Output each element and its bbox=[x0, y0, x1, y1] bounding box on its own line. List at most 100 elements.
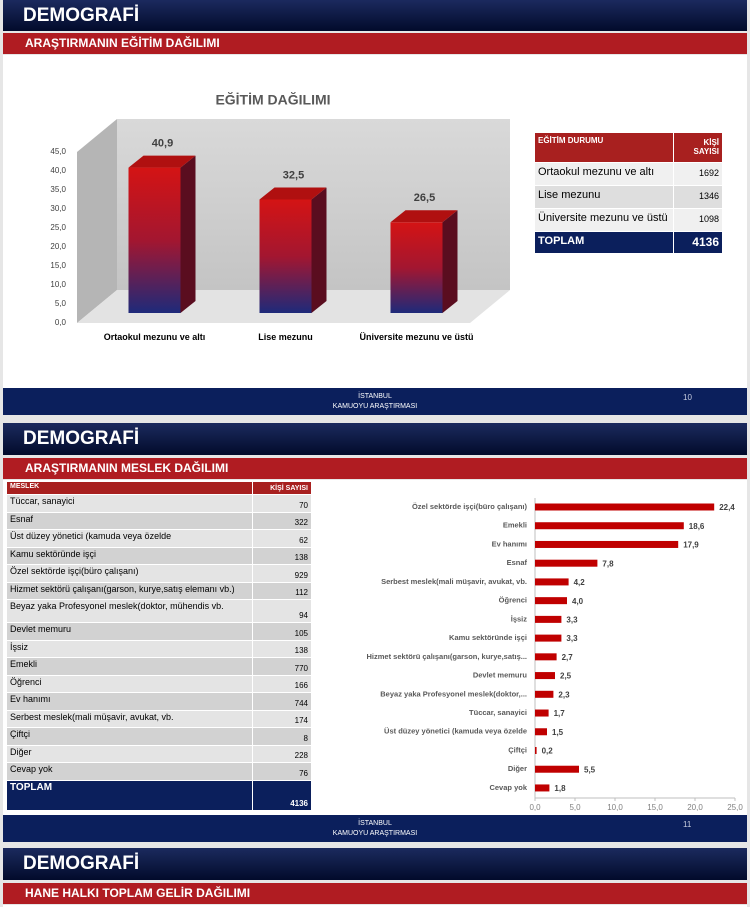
bar bbox=[390, 222, 443, 313]
bar bbox=[535, 672, 555, 680]
table-total: TOPLAM bbox=[535, 232, 673, 254]
table-row: Tüccar, sanayici bbox=[7, 495, 252, 513]
footer-line: KAMUOYU ARAŞTIRMASI bbox=[332, 403, 418, 410]
footer-line: İSTANBUL bbox=[358, 820, 392, 827]
table-row: 744 bbox=[252, 693, 311, 711]
table-row: 929 bbox=[252, 565, 311, 583]
table-row: Ortaokul mezunu ve altı bbox=[535, 163, 673, 186]
bar bbox=[535, 728, 547, 736]
category-label: Diğer bbox=[508, 764, 527, 773]
category-label: Çiftçi bbox=[508, 745, 527, 754]
value-label: 17,9 bbox=[683, 541, 699, 550]
bar bbox=[535, 522, 684, 530]
category-label: Özel sektörde işçi(büro çalışanı) bbox=[412, 502, 528, 511]
table-row: Ev hanımı bbox=[7, 693, 252, 711]
value-label: 32,5 bbox=[283, 169, 304, 181]
value-label: 5,5 bbox=[584, 765, 596, 774]
table-total: TOPLAM bbox=[7, 780, 252, 811]
table-row: 1346 bbox=[673, 186, 722, 209]
slide-footer: İSTANBUL KAMUOYU ARAŞTIRMASI 11 bbox=[3, 815, 747, 842]
slide-subtitle: ARAŞTIRMANIN EĞİTİM DAĞILIMI bbox=[3, 33, 747, 54]
table-row: 322 bbox=[252, 512, 311, 530]
category-label: Üst düzey yönetici (kamuda veya özelde bbox=[384, 727, 527, 736]
x-tick-label: 20,0 bbox=[687, 803, 703, 812]
value-label: 4,0 bbox=[572, 597, 584, 606]
value-label: 1,7 bbox=[554, 709, 566, 718]
category-label: Cevap yok bbox=[489, 783, 527, 792]
table-row: 138 bbox=[252, 547, 311, 565]
chart-title: EĞİTİM DAĞILIMI bbox=[215, 91, 330, 108]
table-row: Üniversite mezunu ve üstü bbox=[535, 209, 673, 232]
bar bbox=[535, 653, 557, 661]
table-header: MESLEK bbox=[7, 482, 252, 495]
bar bbox=[535, 578, 569, 586]
table-row: Beyaz yaka Profesyonel meslek(doktor, mü… bbox=[7, 600, 252, 623]
x-tick-label: 5,0 bbox=[569, 803, 581, 812]
table-row: İşsiz bbox=[7, 640, 252, 658]
table-header: KİŞİ SAYISI bbox=[252, 482, 311, 495]
value-label: 3,3 bbox=[566, 634, 578, 643]
bar-top bbox=[128, 155, 196, 168]
table-total: 4136 bbox=[673, 232, 722, 254]
category-label: Devlet memuru bbox=[473, 671, 528, 680]
bar bbox=[128, 167, 181, 313]
y-tick-label: 40,0 bbox=[50, 166, 66, 175]
table-row: Cevap yok bbox=[7, 763, 252, 781]
table-row: 94 bbox=[252, 600, 311, 623]
table-row: 62 bbox=[252, 530, 311, 548]
bar bbox=[535, 615, 562, 623]
value-label: 22,4 bbox=[719, 503, 735, 512]
table-row: Serbest meslek(mali müşavir, avukat, vb. bbox=[7, 710, 252, 728]
table-row: 166 bbox=[252, 675, 311, 693]
table-total: 4136 bbox=[252, 780, 311, 811]
table-row: Üst düzey yönetici (kamuda veya özelde bbox=[7, 530, 252, 548]
bar bbox=[535, 503, 715, 511]
category-label: Esnaf bbox=[507, 558, 528, 567]
slide-header: DEMOGRAFİ bbox=[3, 848, 747, 880]
bar bbox=[535, 746, 537, 754]
slide-subtitle: ARAŞTIRMANIN MESLEK DAĞILIMI bbox=[3, 458, 747, 479]
slide-subtitle: HANE HALKI TOPLAM GELİR DAĞILIMI bbox=[3, 883, 747, 904]
table-row: Çiftçi bbox=[7, 728, 252, 746]
bar bbox=[535, 709, 549, 717]
table-row: 228 bbox=[252, 745, 311, 763]
side-wall bbox=[77, 119, 117, 323]
value-label: 40,9 bbox=[152, 137, 173, 149]
bar-top bbox=[390, 210, 458, 223]
table-row: 112 bbox=[252, 582, 311, 600]
x-tick-label: 10,0 bbox=[607, 803, 623, 812]
x-tick-label: 0,0 bbox=[529, 803, 541, 812]
table-header: EĞİTİM DURUMU bbox=[535, 133, 673, 163]
table-row: Kamu sektöründe işçi bbox=[7, 547, 252, 565]
y-tick-label: 15,0 bbox=[50, 261, 66, 270]
table-row: 70 bbox=[252, 495, 311, 513]
table-row: 770 bbox=[252, 658, 311, 676]
value-label: 2,7 bbox=[562, 653, 574, 662]
table-row: 1098 bbox=[673, 209, 722, 232]
value-label: 1,5 bbox=[552, 728, 564, 737]
table-row: Lise mezunu bbox=[535, 186, 673, 209]
category-label: İşsiz bbox=[511, 614, 528, 623]
bar-side bbox=[442, 210, 458, 313]
bar-side bbox=[180, 155, 196, 313]
y-tick-label: 20,0 bbox=[50, 242, 66, 251]
value-label: 2,3 bbox=[558, 690, 570, 699]
x-tick-label: 25,0 bbox=[727, 803, 743, 812]
table-row: Devlet memuru bbox=[7, 623, 252, 641]
category-label: Beyaz yaka Profesyonel meslek(doktor,... bbox=[380, 689, 527, 698]
table-row: Özel sektörde işçi(büro çalışanı) bbox=[7, 565, 252, 583]
table-row: Öğrenci bbox=[7, 675, 252, 693]
slide-body bbox=[3, 905, 747, 907]
slide-header: DEMOGRAFİ bbox=[3, 423, 747, 455]
value-label: 18,6 bbox=[689, 522, 705, 531]
y-tick-label: 30,0 bbox=[50, 204, 66, 213]
bar bbox=[259, 199, 312, 313]
value-label: 3,3 bbox=[566, 615, 578, 624]
table-row: Diğer bbox=[7, 745, 252, 763]
bar bbox=[535, 559, 598, 567]
category-label: Öğrenci bbox=[499, 596, 527, 605]
value-label: 26,5 bbox=[414, 192, 435, 204]
slide-header: DEMOGRAFİ bbox=[3, 0, 747, 31]
